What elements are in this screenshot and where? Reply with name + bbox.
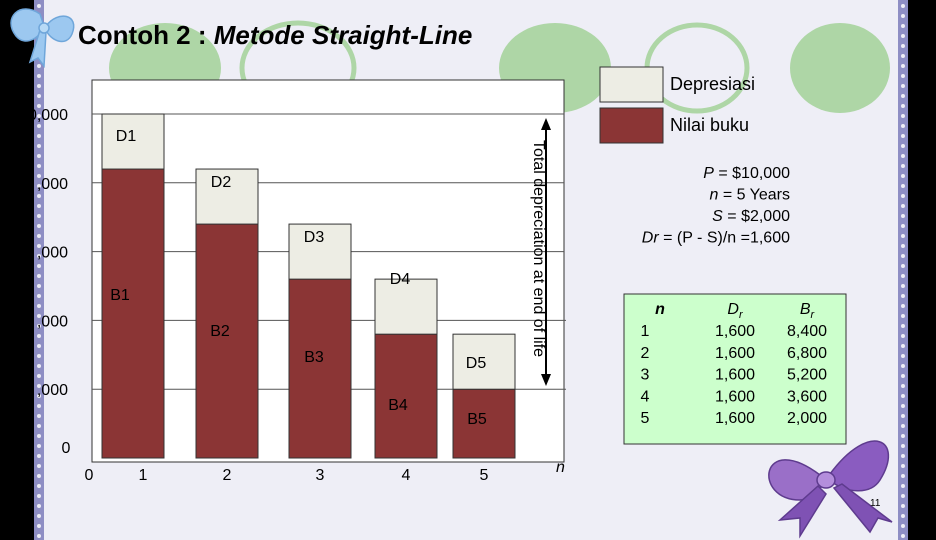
green-circle [790,23,890,113]
parameter-symbol: P [703,165,714,182]
y-tick-label: ,000 [37,382,68,399]
x-origin-label: 0 [85,467,94,484]
bar-book-value [195,223,259,459]
title-italic: Metode Straight-Line [214,20,473,50]
y-tick-label: 0 [62,440,71,457]
legend-swatch-depresiasi [599,66,664,103]
slide-title: Contoh 2 : Metode Straight-Line [78,20,472,50]
table-cell: 2,000 [787,410,827,427]
legend: Depresiasi Nilai buku [599,66,755,144]
table-cell: 1,600 [715,345,755,362]
bar-book-value [101,168,165,459]
bar-depreciation [195,168,259,225]
bar-label-book: B4 [388,397,408,414]
table-header: Dr [727,301,744,321]
x-tick-label: 4 [402,467,411,484]
bar-label-depreciation: D4 [390,271,411,288]
y-tick-label: ,000 [37,176,68,193]
bar-label-book: B2 [210,323,230,340]
bars [101,113,516,459]
legend-label-depresiasi: Depresiasi [670,74,755,94]
table-content: n Dr Br 1 1,600 8,400 2 1,600 6,800 3 1,600 5,200 4 1… [641,301,828,427]
legend-swatch-nilai-buku [599,107,664,144]
bar-labels: B1 D1 B2 D2 B3 D3 B4 D4 B5 D5 [110,128,487,428]
table-cell: 4 [641,388,650,405]
bar-label-depreciation: D2 [211,174,232,191]
y-tick-label: ,000 [37,313,68,330]
bar-label-book: B1 [110,287,130,304]
table-header: Br [800,301,816,321]
parameter-line: n = 5 Years [709,187,790,204]
x-tick-label: 2 [223,467,232,484]
table-cell: 2 [641,345,650,362]
parameter-line: P = $10,000 [703,165,790,182]
bar-label-depreciation: D5 [466,355,487,372]
title-prefix: Contoh 2 : [78,20,214,50]
bar-depreciation [288,223,352,280]
table-cell: 6,800 [787,345,827,362]
table-cell: 3 [641,367,650,384]
parameter-symbol: n [709,187,718,204]
bar-depreciation [452,333,516,390]
blue-bow-icon [10,8,75,69]
table-cell: 5,200 [787,367,827,384]
bar-depreciation [101,113,165,170]
bar-label-depreciation: D1 [116,128,137,145]
table-cell: 8,400 [787,323,827,340]
x-tick-label: 5 [480,467,489,484]
bar-book-value [374,333,438,459]
x-tick-label: 1 [139,467,148,484]
table-cell: 1 [641,323,650,340]
left-ribbon [0,0,44,540]
parameter-value: = $2,000 [723,208,790,225]
table-cell: 3,600 [787,388,827,405]
parameter-value: = $10,000 [714,165,790,182]
table-cell: 1,600 [715,410,755,427]
parameter-value: = (P - S)/n =1,600 [659,230,790,247]
table-cell: 5 [641,410,650,427]
bar-label-depreciation: D3 [304,229,325,246]
bar-label-book: B5 [467,411,487,428]
parameter-line: Dr = (P - S)/n =1,600 [642,230,790,247]
x-tick-labels: 1 2 3 4 5 [139,467,489,484]
parameters: P = $10,000 n = 5 Years S = $2,000 Dr = (P … [642,165,790,247]
purple-bow-icon [768,440,893,539]
data-table [623,293,847,445]
bar-depreciation [374,278,438,335]
page-number: 11 [870,498,881,509]
parameter-symbol: Dr [642,230,660,247]
right-ribbon [898,0,936,540]
bar-book-value [288,278,352,459]
table-cell: 1,600 [715,323,755,340]
x-tick-label: 3 [316,467,325,484]
parameter-value: = 5 Years [718,187,790,204]
legend-label-nilai-buku: Nilai buku [670,115,749,135]
total-depreciation-annotation: Total depreciation at end of life [530,140,547,357]
table-header: n [655,301,665,318]
bar-label-book: B3 [304,349,324,366]
x-axis-label: n [556,459,565,476]
parameter-line: S = $2,000 [712,208,790,225]
total-depreciation-arrow [541,118,551,386]
table-cell: 1,600 [715,367,755,384]
parameter-symbol: S [712,208,723,225]
table-cell: 1,600 [715,388,755,405]
bar-book-value [452,388,516,459]
y-tick-label: ,000 [37,245,68,262]
y-tick-label: 0,000 [28,107,68,124]
